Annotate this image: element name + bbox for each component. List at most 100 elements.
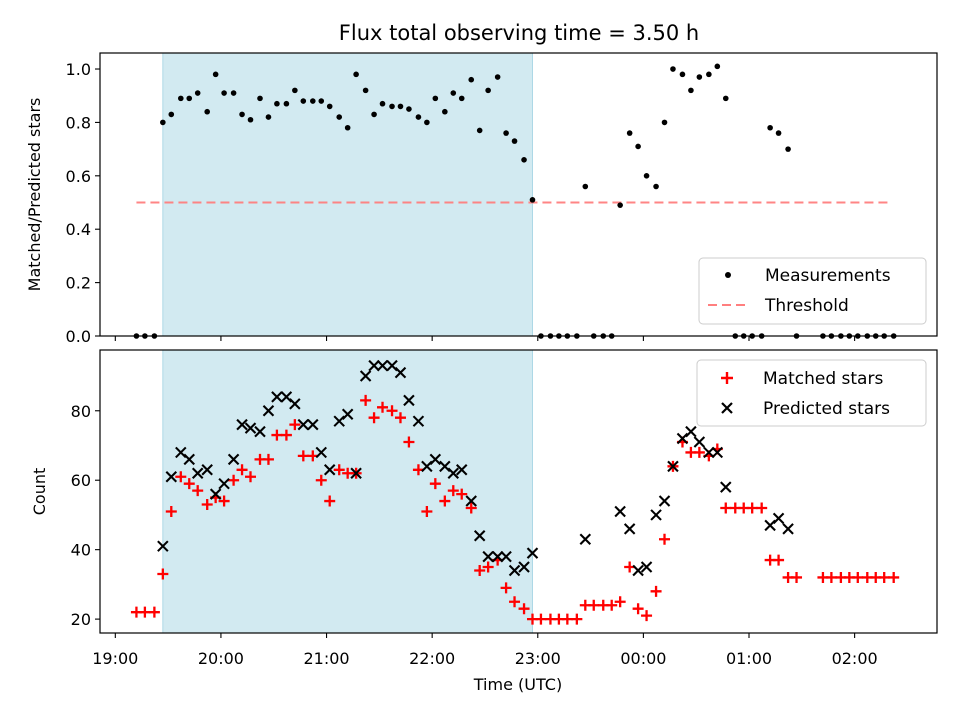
legend-predicted-label: Predicted stars [763, 399, 890, 419]
measurement-point [160, 119, 166, 126]
predicted-star-point [289, 398, 301, 410]
measurement-point [415, 114, 422, 120]
bottom-x-ticks: 19:00 20:00 21:00 22:00 23:00 00:00 01:00 02:00 [92, 633, 878, 668]
predicted-star-point [315, 446, 328, 459]
measurement-point [424, 119, 430, 126]
matched-star-point [297, 450, 309, 462]
predicted-star-point [703, 446, 715, 459]
measurement-point [494, 74, 501, 80]
matched-star-point [474, 564, 486, 576]
measurement-point [406, 106, 412, 112]
matched-star-point [650, 585, 662, 597]
measurement-point [300, 98, 307, 104]
predicted-star-point [386, 359, 398, 372]
matched-star-point [228, 474, 240, 486]
predicted-star-point [491, 550, 504, 563]
y-tick-label: 0.6 [66, 167, 91, 186]
predicted-star-point [526, 547, 539, 559]
matched-star-point [825, 571, 837, 583]
measurement-point [626, 130, 633, 136]
matched-star-point [500, 582, 512, 594]
measurement-point [714, 63, 721, 70]
matched-star-point [280, 429, 292, 441]
predicted-star-point [323, 464, 336, 476]
matched-star-point [236, 464, 248, 476]
measurement-point [230, 90, 237, 96]
predicted-star-point [693, 436, 706, 448]
top-legend-box [698, 257, 927, 325]
x-tick-label: 21:00 [303, 649, 349, 668]
matched-star-point [888, 571, 900, 583]
predicted-star-point [632, 564, 644, 577]
predicted-star-point [764, 519, 776, 532]
matched-star-point [333, 464, 345, 476]
bottom-y-ticks: 20 40 60 80 [71, 402, 100, 629]
matched-star-point [614, 596, 626, 608]
matched-star-point [535, 613, 547, 625]
y-tick-label: 80 [71, 402, 91, 421]
predicted-star-point [350, 467, 362, 480]
y-tick-label: 0.8 [66, 113, 91, 132]
measurement-point [186, 95, 193, 102]
matched-star-point [773, 554, 785, 566]
measurement-point [775, 130, 782, 136]
predicted-star-point [508, 564, 521, 577]
measurement-point [458, 95, 465, 102]
measurement-point [274, 100, 280, 107]
predicted-star-point [658, 495, 671, 507]
measurement-point [503, 130, 509, 136]
top-legend: Measurements Threshold [698, 257, 927, 325]
measurement-point [670, 66, 676, 72]
predicted-star-point [297, 418, 310, 431]
matched-star-point [175, 471, 187, 483]
y-tick-label: 1.0 [66, 60, 91, 79]
predicted-star-point [175, 446, 187, 459]
predicted-star-point [244, 422, 257, 434]
predicted-star-point [711, 446, 724, 459]
top-y-ticks: 0.0 0.2 0.4 0.6 0.8 1.0 [66, 60, 100, 346]
measurement-point [292, 87, 298, 94]
measurement-point [688, 87, 694, 94]
matched-star-point [394, 412, 406, 424]
predicted-star-point [254, 425, 266, 438]
matched-star-point [148, 606, 160, 618]
measurement-point [432, 95, 439, 102]
predicted-star-point [201, 464, 213, 476]
matched-star-point [878, 571, 890, 583]
matched-star-point [421, 505, 433, 517]
matched-star-point [386, 405, 398, 417]
measurement-point [397, 103, 404, 110]
legend-measurements-marker [725, 272, 731, 278]
predicted-star-point [412, 415, 425, 427]
predicted-star-point [447, 467, 460, 480]
matched-star-point [447, 485, 459, 497]
matched-star-point [720, 502, 732, 514]
measurement-point [318, 98, 325, 104]
matched-star-point [756, 502, 768, 514]
predicted-star-point [157, 540, 169, 552]
predicted-star-point [465, 495, 477, 507]
y-tick-label: 20 [71, 610, 91, 629]
measurement-point [212, 71, 219, 78]
legend-matched-marker [721, 372, 733, 384]
measurement-point [468, 76, 475, 83]
predicted-star-point [191, 467, 204, 480]
predicted-star-point [455, 464, 468, 476]
top-axes-frame [99, 52, 938, 337]
predicted-star-point [579, 533, 592, 545]
predicted-star-point [209, 488, 222, 500]
measurement-point [617, 202, 623, 208]
y-tick-label: 60 [71, 471, 91, 490]
legend-matched-label: Matched stars [763, 369, 883, 389]
matched-star-point [561, 613, 573, 625]
bottom-legend: Matched stars Predicted stars [696, 359, 927, 427]
predicted-star-point [421, 460, 433, 473]
matched-star-point [403, 436, 415, 448]
predicted-star-point [500, 550, 512, 563]
measurement-point [706, 71, 712, 78]
matched-star-point [324, 495, 336, 507]
measurement-point [661, 119, 668, 126]
bottom-panel: 20 40 60 80 19:00 20:00 21:00 22:00 23:00 00:00 0… [30, 349, 938, 694]
predicted-star-point [518, 561, 530, 573]
chart-title: Flux total observing time = 3.50 h [339, 21, 699, 45]
